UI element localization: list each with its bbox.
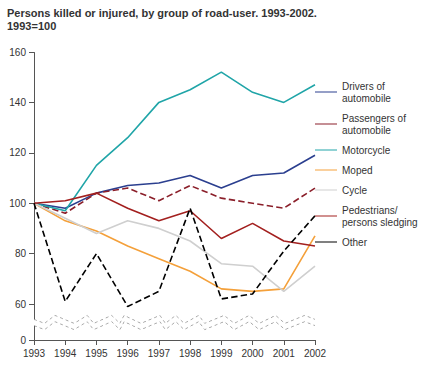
svg-text:1993: 1993 [23,348,46,359]
svg-text:2002: 2002 [304,348,327,359]
svg-text:Drivers of: Drivers of [342,81,388,92]
svg-text:1995: 1995 [85,348,108,359]
svg-text:Pedestrians/: Pedestrians/ [342,205,400,216]
svg-text:80: 80 [15,248,27,259]
svg-text:1996: 1996 [117,348,140,359]
svg-text:120: 120 [9,147,26,158]
svg-text:2001: 2001 [273,348,296,359]
svg-text:Motorcycle: Motorcycle [342,145,391,156]
svg-text:0: 0 [20,335,26,346]
svg-text:1998: 1998 [179,348,202,359]
svg-text:2000: 2000 [241,348,264,359]
svg-text:100: 100 [9,198,26,209]
svg-text:automobile: automobile [342,125,391,136]
svg-text:Cycle: Cycle [342,185,367,196]
svg-text:automobile: automobile [342,93,391,104]
svg-text:1997: 1997 [148,348,171,359]
svg-text:1994: 1994 [54,348,77,359]
svg-text:Passengers of: Passengers of [342,113,409,124]
svg-text:Other: Other [342,237,368,248]
svg-text:160: 160 [9,47,26,58]
svg-text:1993=100: 1993=100 [7,20,56,32]
svg-text:60: 60 [15,299,27,310]
svg-text:Persons killed or injured, by: Persons killed or injured, by group of r… [7,7,317,19]
svg-text:140: 140 [9,97,26,108]
svg-text:1999: 1999 [210,348,233,359]
svg-text:Moped: Moped [342,165,373,176]
svg-text:persons sledging: persons sledging [342,217,418,228]
